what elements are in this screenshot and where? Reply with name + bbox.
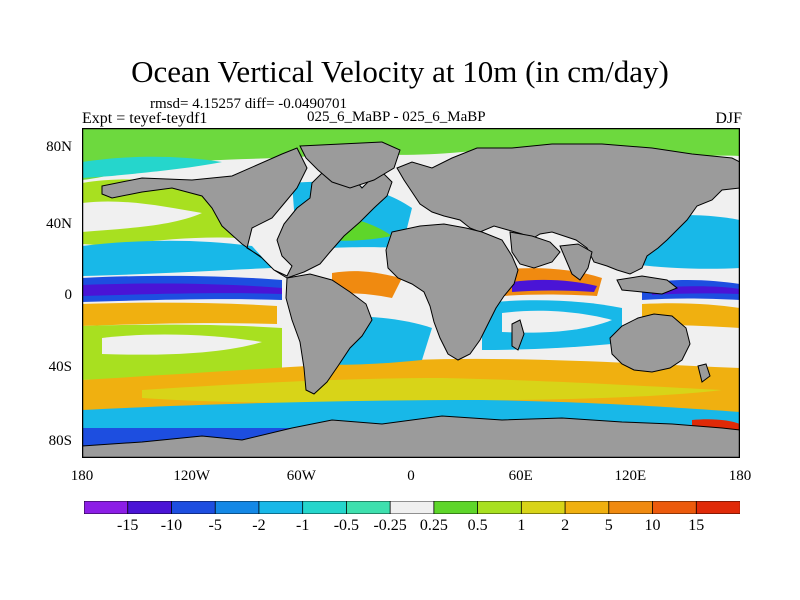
chart-title: Ocean Vertical Velocity at 10m (in cm/da… <box>131 54 669 89</box>
colorbar-label: 15 <box>688 517 705 534</box>
field-arctic <box>82 128 740 180</box>
colorbar-label: -1 <box>295 517 310 534</box>
y-tick-label: 40S <box>48 359 72 375</box>
land-greenland <box>299 141 401 189</box>
colorbar-swatch <box>695 501 740 514</box>
colorbar-swatch <box>564 501 610 514</box>
land-madagascar <box>511 319 525 351</box>
field-indian-white <box>502 310 612 333</box>
colorbar-swatch <box>345 501 391 514</box>
field-np-white <box>82 201 202 232</box>
colorbar-swatch <box>258 501 304 514</box>
colorbar-swatch <box>433 501 479 514</box>
land-eurasia <box>396 143 740 275</box>
colorbar-swatch <box>477 501 523 514</box>
ocean-field-layer <box>82 128 740 446</box>
colorbar-swatch <box>608 501 654 514</box>
x-tick-label: 60E <box>508 468 533 484</box>
colorbar-swatch <box>127 501 173 514</box>
field-eq-south-orange <box>82 302 277 326</box>
x-tick-label: 0 <box>407 468 415 484</box>
colorbar-label: -0.5 <box>333 517 360 534</box>
colorbar-swatch <box>302 501 348 514</box>
colorbar-swatch <box>214 501 260 514</box>
field-arctic-cyan <box>82 156 222 178</box>
x-tick-label: 180 <box>70 468 94 484</box>
field-so-yellow <box>142 378 722 403</box>
colorbar-label: 2 <box>561 517 570 534</box>
colorbar-label: 10 <box>644 517 661 534</box>
season-label: DJF <box>715 110 742 127</box>
field-np-cyan <box>82 240 272 276</box>
colorbar-label: 0.25 <box>419 517 448 534</box>
land-layer <box>82 141 740 458</box>
colorbar <box>84 501 740 514</box>
land-antarctica <box>82 415 740 458</box>
colorbar-swatch <box>171 501 216 514</box>
land-africa <box>385 223 519 361</box>
colorbar-label: 1 <box>517 517 526 534</box>
colorbar-swatch <box>652 501 697 514</box>
land-south-america <box>285 273 373 395</box>
x-tick-label: 180 <box>728 468 752 484</box>
land-maritime-continent <box>616 275 678 295</box>
colorbar-label: -2 <box>252 517 266 534</box>
y-tick-label: 80N <box>46 139 72 155</box>
x-tick-label: 120E <box>614 468 647 484</box>
experiment-label: Expt = teyef-teydf1 <box>82 110 208 127</box>
colorbar-label: -0.25 <box>373 517 407 534</box>
land-arabia <box>509 231 561 269</box>
land-india <box>559 243 593 281</box>
map-border <box>82 128 740 458</box>
colorbar-label: -15 <box>117 517 139 534</box>
land-australia <box>609 313 691 373</box>
stats-text: rmsd= 4.15257 diff= -0.0490701 <box>150 96 348 112</box>
map-panel <box>82 128 740 458</box>
land-new-zealand <box>697 363 711 383</box>
colorbar-swatch <box>520 501 566 514</box>
y-tick-label: 80S <box>48 433 72 449</box>
colorbar-label: -5 <box>208 517 222 534</box>
subtitle: 025_6_MaBP - 025_6_MaBP <box>307 109 486 125</box>
field-indian-purple <box>512 279 597 292</box>
colorbar-label: 5 <box>604 517 613 534</box>
y-tick-label: 0 <box>64 287 73 303</box>
colorbar-swatch <box>84 501 129 514</box>
x-tick-label: 120W <box>173 468 210 484</box>
x-tick-label: 60W <box>286 468 316 484</box>
field-sp-white <box>102 334 262 355</box>
y-tick-label: 40N <box>46 216 72 232</box>
colorbar-label: 0.5 <box>467 517 488 534</box>
field-eq-purple <box>82 283 282 296</box>
colorbar-swatch <box>389 501 435 514</box>
colorbar-label: -10 <box>160 517 183 534</box>
